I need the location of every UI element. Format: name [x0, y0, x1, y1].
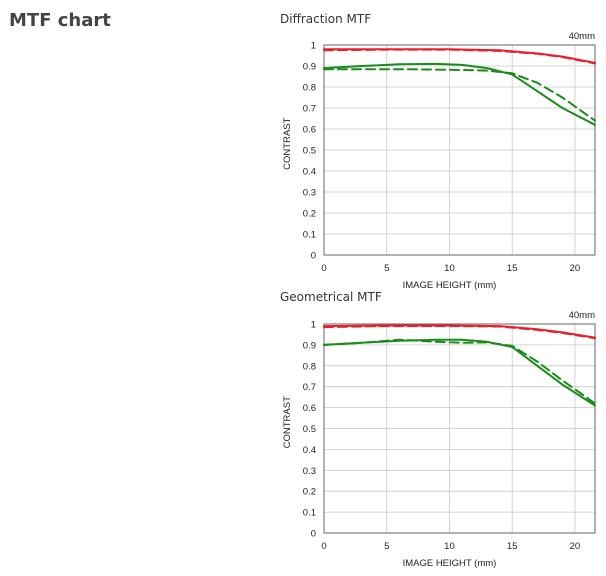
x-axis-title: IMAGE HEIGHT (mm) [403, 558, 497, 569]
series-line [323, 62, 596, 126]
x-tick-label: 10 [444, 541, 455, 552]
x-tick-label: 15 [507, 541, 518, 552]
plot-frame [323, 323, 596, 534]
series-line [323, 338, 596, 407]
y-tick-label: 0.7 [303, 382, 316, 393]
y-tick-label: 0.4 [303, 167, 316, 178]
focal-length-label: 40mm [569, 310, 595, 321]
y-tick-label: 0.4 [303, 445, 316, 456]
y-tick-label: 0.1 [303, 508, 316, 519]
y-tick-label: 0.6 [303, 125, 316, 136]
y-tick-label: 0.3 [303, 188, 316, 199]
x-tick-label: 5 [384, 541, 389, 552]
y-tick-label: 0.1 [303, 230, 316, 241]
y-tick-label: 0.8 [303, 83, 316, 94]
focal-length-label: 40mm [569, 31, 595, 42]
x-tick-label: 20 [570, 263, 581, 274]
chart-diffraction-svg: 00.10.20.30.40.50.60.70.80.910 5 10 15 2040m… [282, 31, 596, 291]
y-tick-label: 0.8 [303, 361, 316, 372]
y-tick-label: 0.7 [303, 104, 316, 115]
y-tick-label: 0.2 [303, 209, 316, 220]
chart-title: Diffraction MTF [280, 12, 372, 26]
x-tick-label: 10 [444, 263, 455, 274]
series-line [323, 68, 596, 122]
y-tick-label: 0 [311, 251, 316, 262]
y-axis-title: CONTRAST [282, 396, 293, 448]
y-tick-label: 0.5 [303, 146, 316, 157]
page-title: MTF chart [9, 10, 111, 31]
series-line [323, 325, 596, 340]
x-tick-label: 0 [321, 541, 326, 552]
chart-title: Geometrical MTF [280, 290, 382, 304]
plot-frame [323, 44, 596, 256]
y-tick-label: 1 [311, 41, 316, 52]
y-tick-label: 0.9 [303, 62, 316, 73]
y-axis-title: CONTRAST [282, 117, 293, 169]
x-axis-title: IMAGE HEIGHT (mm) [403, 280, 497, 291]
x-tick-label: 0 [321, 263, 326, 274]
chart-diffraction: Diffraction MTF 0 0.1 0.2 0.3 0.4 0.5 0.6 0.7 0.… [270, 12, 606, 294]
x-tick-label: 5 [384, 263, 389, 274]
x-tick-label: 20 [570, 541, 581, 552]
series-line [323, 48, 596, 65]
y-tick-label: 0.2 [303, 487, 316, 498]
y-tick-label: 0.3 [303, 466, 316, 477]
y-tick-label: 0.9 [303, 340, 316, 351]
x-tick-label: 15 [507, 263, 518, 274]
y-tick-label: 0.5 [303, 424, 316, 435]
series-line [323, 338, 596, 405]
y-tick-label: 0 [311, 529, 316, 540]
y-tick-label: 0.6 [303, 403, 316, 414]
chart-geometrical: Geometrical MTF 0 0.1 0.2 0.3 0.4 0.5 0.6 0.7 0.… [270, 290, 606, 576]
y-tick-label: 1 [311, 320, 316, 331]
chart-geometrical-svg: 00.10.20.30.40.50.60.70.80.910 5 10 15 2040m… [282, 310, 596, 569]
